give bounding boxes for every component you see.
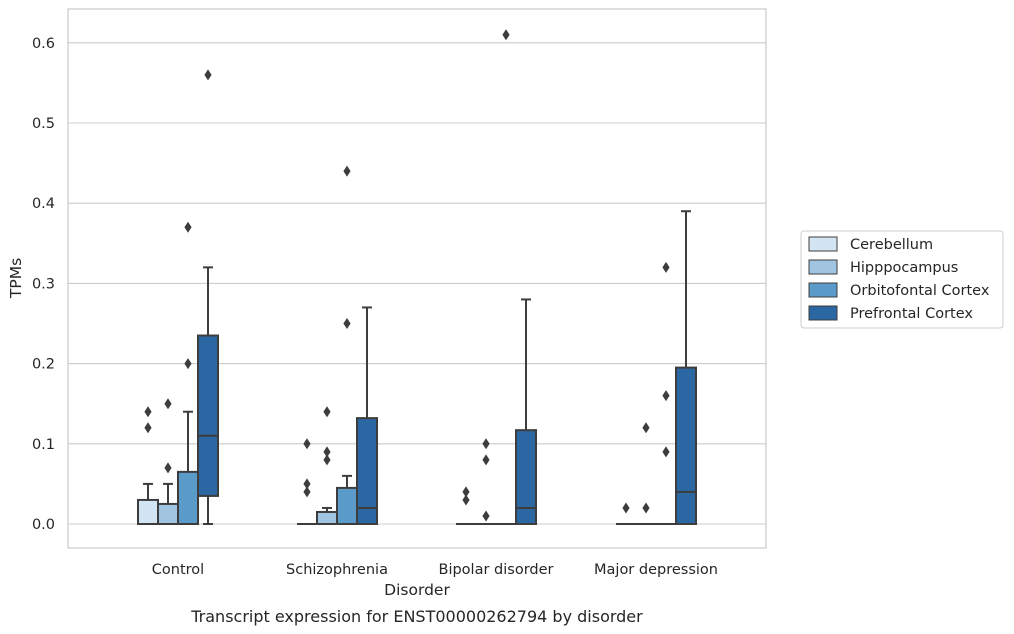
plot-area-frame <box>67 8 767 549</box>
legend-swatch <box>808 305 838 321</box>
outlier-point <box>303 486 311 498</box>
box-orbitofontal-cortex <box>336 474 358 526</box>
box-prefrontal-cortex <box>356 306 378 525</box>
legend-label: Cerebellum <box>850 237 933 253</box>
outlier-point <box>204 69 212 81</box>
outlier-point <box>343 318 351 329</box>
outlier-point <box>323 454 331 466</box>
y-tick-label: 0.1 <box>32 437 55 453</box>
x-tick-label: Major depression <box>594 562 718 578</box>
outlier-point <box>482 438 490 450</box>
outlier-point <box>184 358 192 370</box>
box-prefrontal-cortex <box>675 210 697 525</box>
outlier-point <box>502 29 510 41</box>
outlier-point <box>343 165 351 177</box>
outlier-point <box>144 406 152 418</box>
outlier-point <box>164 462 172 474</box>
box-body <box>316 510 338 526</box>
y-tick-label: 0.6 <box>32 36 55 52</box>
x-axis-title: Disorder <box>384 581 450 599</box>
box-hipppocampus <box>157 482 179 526</box>
outlier-point <box>184 221 192 233</box>
outlier-point <box>482 454 490 466</box>
legend-frame <box>800 230 1004 329</box>
outlier-point <box>662 446 670 458</box>
legend-swatch <box>808 282 838 298</box>
outlier-point <box>164 398 172 410</box>
legend-label: Prefrontal Cortex <box>850 306 973 322</box>
outlier-point <box>642 422 650 434</box>
legend-label: Hipppocampus <box>850 260 958 276</box>
box-body <box>336 486 358 526</box>
outlier-point <box>303 438 311 450</box>
y-tick-label: 0.2 <box>32 357 55 373</box>
legend: Cerebellum Hipppocampus Orbitofontal Corte… <box>800 230 1004 329</box>
chart-caption: Transcript expression for ENST0000026279… <box>190 607 643 626</box>
x-tick-label: Bipolar disorder <box>439 562 554 578</box>
outlier-point <box>662 261 670 273</box>
outliers <box>144 29 670 522</box>
box-body <box>197 334 219 497</box>
outlier-point <box>303 478 311 490</box>
box-cerebellum <box>137 482 159 526</box>
box-body <box>675 366 697 525</box>
y-tick-label: 0.5 <box>32 116 55 132</box>
gridlines <box>68 42 766 525</box>
outlier-point <box>662 390 670 402</box>
box-orbitofontal-cortex <box>177 410 199 525</box>
legend-label: Orbitofontal Cortex <box>850 283 990 299</box>
y-axis-ticks: 0.0 0.1 0.2 0.3 0.4 0.5 0.6 <box>32 36 55 533</box>
x-axis-ticks: Control Schizophrenia Bipolar disorder Majo… <box>152 562 718 578</box>
y-axis-title: TPMs <box>7 258 25 299</box>
outlier-point <box>323 446 331 458</box>
outlier-point <box>462 494 470 506</box>
outlier-point <box>642 502 650 514</box>
x-tick-label: Schizophrenia <box>286 562 388 578</box>
box-body <box>177 470 199 525</box>
y-tick-label: 0.4 <box>32 196 55 212</box>
box-hipppocampus <box>316 506 338 526</box>
outlier-point <box>482 510 490 522</box>
y-tick-label: 0.3 <box>32 276 55 292</box>
box-body <box>515 429 537 525</box>
outlier-point <box>462 486 470 498</box>
box-body <box>356 417 378 525</box>
boxes <box>137 210 697 526</box>
outlier-point <box>622 502 630 514</box>
y-tick-label: 0.0 <box>32 517 55 533</box>
legend-swatch <box>808 236 838 252</box>
outlier-point <box>323 406 331 418</box>
box-prefrontal-cortex <box>515 298 537 525</box>
box-prefrontal-cortex <box>197 266 219 525</box>
legend-swatch <box>808 259 838 275</box>
x-tick-label: Control <box>152 562 204 578</box>
box-body <box>157 502 179 526</box>
box-body <box>137 498 159 526</box>
outlier-point <box>144 422 152 434</box>
